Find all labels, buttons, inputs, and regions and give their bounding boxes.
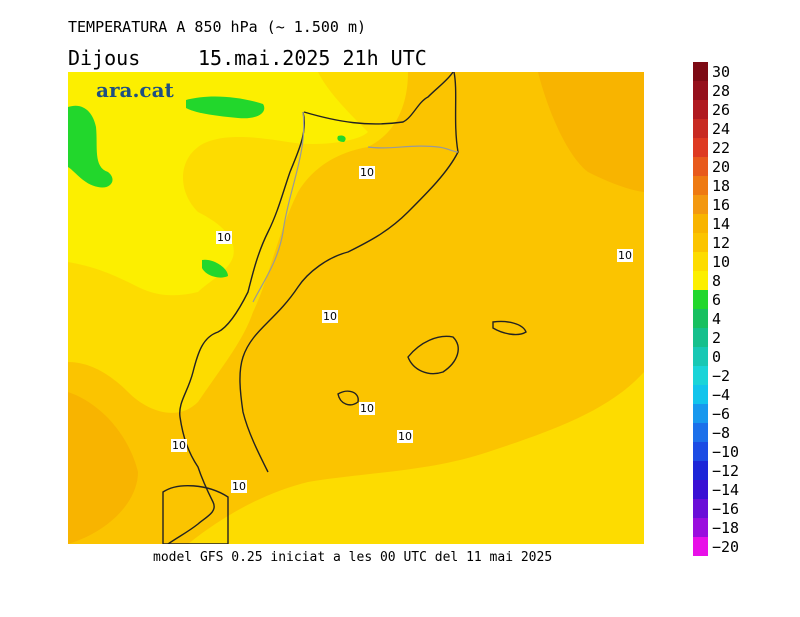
- color-scale-swatch: [693, 480, 708, 500]
- contour-label: 10: [322, 310, 338, 323]
- color-scale-swatch: [693, 347, 708, 367]
- color-scale-swatch: [693, 100, 708, 120]
- color-scale-label: 18: [712, 177, 731, 195]
- color-scale-label: −20: [712, 538, 740, 556]
- mallorca-outline: [407, 335, 459, 375]
- color-scale-label: 2: [712, 329, 722, 347]
- color-scale-label: −14: [712, 481, 740, 499]
- color-scale-swatch: [693, 309, 708, 329]
- region-border: [367, 145, 459, 153]
- border-line: [167, 111, 305, 544]
- color-scale-label: 26: [712, 101, 731, 119]
- color-scale-swatch: [693, 290, 708, 310]
- color-scale-label: −2: [712, 367, 731, 385]
- contour-label: 10: [359, 402, 375, 415]
- color-scale-label: 12: [712, 234, 731, 252]
- color-scale-swatch: [693, 404, 708, 424]
- color-scale-swatch: [693, 499, 708, 519]
- ibiza-outline: [337, 390, 359, 406]
- color-scale-swatch: [693, 62, 708, 82]
- color-scale-label: 6: [712, 291, 722, 309]
- temp-field-8-10: [68, 72, 368, 296]
- south-coast: [162, 484, 229, 544]
- model-info: model GFS 0.25 iniciat a les 00 UTC del …: [153, 550, 553, 565]
- color-scale-swatch: [693, 461, 708, 481]
- color-scale-swatch: [693, 81, 708, 101]
- color-scale-swatch: [693, 233, 708, 253]
- color-scale-label: −8: [712, 424, 731, 442]
- color-scale-label: −4: [712, 386, 731, 404]
- color-scale-swatch: [693, 537, 708, 557]
- color-scale-swatch: [693, 252, 708, 272]
- contour-label: 10: [216, 231, 232, 244]
- contour-label: 10: [359, 166, 375, 179]
- color-scale-swatch: [693, 157, 708, 177]
- color-scale-swatch: [693, 214, 708, 234]
- color-scale-svg: [693, 62, 708, 557]
- map-canvas: [68, 72, 644, 544]
- ara-cat-logo: ara.cat: [96, 78, 174, 102]
- color-scale-label: 16: [712, 196, 731, 214]
- color-scale-label: 0: [712, 348, 722, 366]
- coastline: [239, 72, 459, 473]
- color-scale-label: −16: [712, 500, 740, 518]
- contour-label: 10: [617, 249, 633, 262]
- temp-field-6-8-small: [337, 135, 346, 142]
- contour-label: 10: [397, 430, 413, 443]
- color-scale-label: −6: [712, 405, 731, 423]
- color-scale-swatch: [693, 328, 708, 348]
- color-scale-swatch: [693, 385, 708, 405]
- color-scale-bar: [693, 62, 708, 557]
- temp-field-14-16-ne: [538, 72, 644, 192]
- color-scale-swatch: [693, 366, 708, 386]
- pyrenees-border: [303, 72, 454, 125]
- day-label: Dijous: [68, 46, 141, 70]
- contour-label: 10: [231, 480, 247, 493]
- color-scale-label: −10: [712, 443, 740, 461]
- color-scale-label: 22: [712, 139, 731, 157]
- color-scale-label: 4: [712, 310, 722, 328]
- color-scale-label: 30: [712, 63, 731, 81]
- temperature-map: [68, 72, 644, 544]
- color-scale-swatch: [693, 138, 708, 158]
- temp-field-14-16-sw: [68, 392, 138, 544]
- color-scale-swatch: [693, 423, 708, 443]
- menorca-outline: [492, 320, 527, 336]
- color-scale-label: −12: [712, 462, 740, 480]
- color-scale-swatch: [693, 442, 708, 462]
- temp-field-6-8-west: [68, 105, 113, 188]
- color-scale-label: 24: [712, 120, 731, 138]
- map-title: TEMPERATURA A 850 hPa (~ 1.500 m): [68, 18, 367, 36]
- color-scale-label: 14: [712, 215, 731, 233]
- color-scale-swatch: [693, 195, 708, 215]
- forecast-datetime: 15.mai.2025 21h UTC: [198, 46, 427, 70]
- color-scale-label: −18: [712, 519, 740, 537]
- color-scale-swatch: [693, 119, 708, 139]
- temp-field-6-8-center: [202, 259, 228, 278]
- color-scale-label: 8: [712, 272, 722, 290]
- color-scale-swatch: [693, 176, 708, 196]
- andorra-border: [252, 111, 305, 303]
- color-scale-label: 20: [712, 158, 731, 176]
- temp-field-10-12-south: [188, 372, 644, 544]
- color-scale-swatch: [693, 271, 708, 291]
- color-scale-label: 10: [712, 253, 731, 271]
- color-scale-label: 28: [712, 82, 731, 100]
- contour-label: 10: [171, 439, 187, 452]
- color-scale-swatch: [693, 518, 708, 538]
- temp-field-6-8-north: [186, 96, 265, 119]
